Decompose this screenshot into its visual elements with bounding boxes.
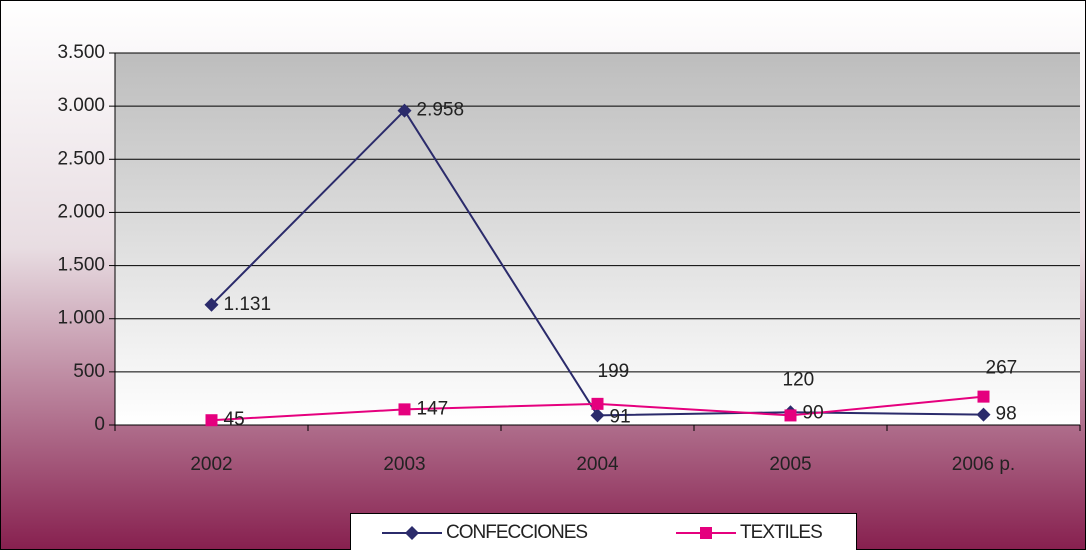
marker (700, 527, 712, 539)
y-tick-label: 2.500 (57, 148, 105, 169)
marker (405, 526, 419, 540)
data-label: 199 (598, 361, 630, 382)
x-tick-label: 2005 (769, 454, 811, 475)
data-label: 147 (417, 398, 449, 419)
data-label: 1.131 (224, 294, 272, 315)
data-label: 267 (986, 358, 1018, 379)
y-tick-label: 1.000 (57, 308, 105, 329)
marker (977, 390, 990, 403)
marker (591, 397, 604, 410)
marker (397, 103, 412, 118)
x-tick-label: 2004 (576, 454, 619, 475)
y-tick-label: 3.000 (57, 95, 105, 116)
marker (398, 403, 411, 416)
data-label: 45 (224, 409, 245, 430)
x-tick-label: 2006 p. (952, 454, 1015, 475)
legend-label: TEXTILES (740, 522, 822, 543)
x-tick-label: 2003 (383, 454, 425, 475)
y-tick-label: 3.500 (57, 42, 105, 63)
data-label: 98 (996, 404, 1017, 425)
marker (784, 409, 797, 422)
y-tick-label: 500 (73, 361, 105, 382)
legend-label: CONFECCIONES (446, 522, 587, 543)
x-tick-label: 2002 (190, 454, 232, 475)
legend-box (350, 513, 857, 550)
data-label: 91 (610, 406, 631, 427)
marker (205, 414, 218, 427)
y-tick-label: 1.500 (57, 255, 105, 276)
y-tick-label: 0 (94, 414, 105, 435)
data-label: 2.958 (417, 100, 465, 121)
marker (590, 408, 605, 423)
y-tick-label: 2.000 (57, 201, 105, 222)
data-label: 120 (783, 369, 815, 390)
data-label: 90 (803, 402, 824, 423)
marker (976, 407, 991, 422)
marker (204, 297, 219, 312)
